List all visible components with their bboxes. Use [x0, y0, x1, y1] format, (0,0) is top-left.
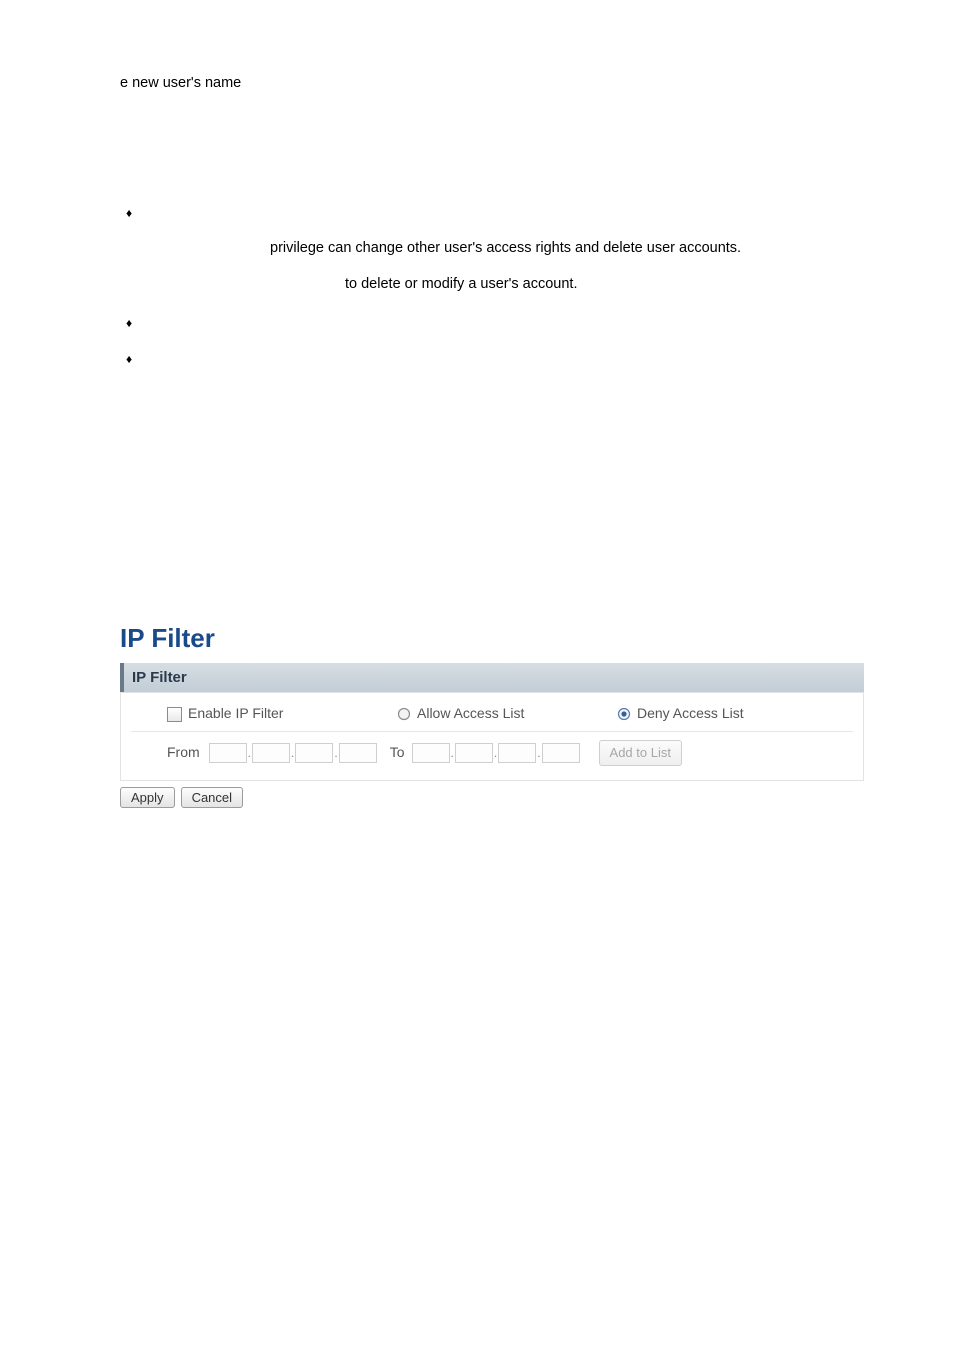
bullet-diamond-icon: ♦ [120, 350, 138, 369]
to-label: To [390, 742, 405, 764]
cancel-button[interactable]: Cancel [181, 787, 243, 808]
bullet-item-1: ♦ [120, 204, 894, 226]
to-octet-2-input[interactable] [455, 743, 493, 763]
from-octet-4-input[interactable] [339, 743, 377, 763]
panel-header: IP Filter [120, 663, 864, 692]
from-octet-1-input[interactable] [209, 743, 247, 763]
allow-access-list-option[interactable]: Allow Access List [397, 703, 617, 725]
document-page: e new user's name ♦ privilege can change… [0, 0, 954, 870]
paragraph-fragment-1: e new user's name [120, 72, 894, 94]
panel-body: Enable IP Filter Allow Access List [120, 692, 864, 781]
bullet-1-subtext-2: to delete or modify a user's account. [345, 273, 894, 295]
ip-range-row: From . . . To . . . Add to List [131, 731, 853, 772]
enable-ip-filter-label: Enable IP Filter [188, 703, 283, 725]
to-octet-1-input[interactable] [412, 743, 450, 763]
from-octet-3-input[interactable] [295, 743, 333, 763]
deny-access-list-label: Deny Access List [637, 703, 744, 725]
deny-access-list-option[interactable]: Deny Access List [617, 703, 837, 725]
to-octet-3-input[interactable] [498, 743, 536, 763]
allow-access-list-label: Allow Access List [417, 703, 524, 725]
bullet-diamond-icon: ♦ [120, 314, 138, 333]
bullet-item-3: ♦ [120, 350, 894, 372]
from-label: From [167, 742, 200, 764]
to-octet-4-input[interactable] [542, 743, 580, 763]
ip-from-group: From . . . [131, 742, 378, 764]
radio-off-icon [397, 707, 411, 721]
from-octet-2-input[interactable] [252, 743, 290, 763]
ip-filter-panel: IP Filter Enable IP Filter Allow Access … [120, 663, 864, 810]
section-heading-ip-filter: IP Filter [120, 618, 954, 658]
add-to-list-button[interactable]: Add to List [599, 740, 682, 766]
bullet-diamond-icon: ♦ [120, 204, 138, 223]
panel-action-row: Apply Cancel [120, 787, 864, 809]
enable-ip-filter-option[interactable]: Enable IP Filter [131, 703, 397, 725]
checkbox-icon [167, 707, 182, 722]
apply-button[interactable]: Apply [120, 787, 175, 808]
ip-to-group: . . . [411, 743, 581, 763]
radio-on-icon [617, 707, 631, 721]
ip-filter-mode-row: Enable IP Filter Allow Access List [131, 699, 853, 731]
bullet-item-2: ♦ [120, 314, 894, 336]
bullet-1-subtext-1: privilege can change other user's access… [270, 237, 894, 259]
text-fragment: e new user's name [120, 75, 241, 91]
